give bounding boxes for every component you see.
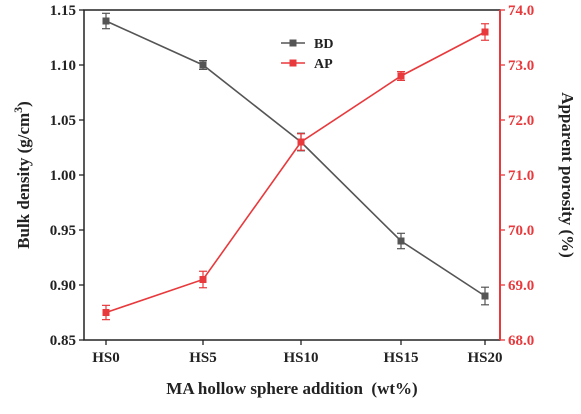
data-point-ap	[102, 309, 110, 316]
data-point-ap	[199, 276, 207, 283]
right-axis: 68.0 69.0 70.0 71.0 72.0 73.0 74.0	[500, 3, 534, 349]
data-point-bd	[397, 237, 405, 245]
left-axis-title-sup: 3	[11, 107, 25, 113]
right-tick-label: 74.0	[508, 3, 534, 19]
x-axis: HS0 HS5 HS10 HS15 HS20	[92, 340, 503, 366]
data-point-bd	[481, 292, 489, 300]
x-axis-title: MA hollow sphere addition (wt%)	[166, 379, 417, 398]
right-tick-label: 73.0	[508, 58, 534, 74]
legend-bd-marker	[289, 39, 297, 47]
left-axis-title-text: Bulk density (g/cm	[14, 113, 33, 249]
data-point-bd	[199, 61, 207, 69]
x-tick-label: HS0	[92, 350, 120, 366]
right-tick-label: 72.0	[508, 113, 534, 129]
series-layer	[102, 12, 489, 321]
x-tick-label: HS5	[189, 350, 217, 366]
left-axis-title: Bulk density (g/cm3)	[11, 101, 33, 249]
left-tick-label: 0.95	[50, 223, 76, 239]
left-tick-label: 1.05	[50, 113, 76, 129]
legend-ap-marker	[289, 59, 297, 67]
right-tick-label: 69.0	[508, 278, 534, 294]
data-point-ap	[481, 28, 489, 36]
data-point-bd	[102, 17, 110, 25]
left-tick-label: 1.00	[50, 168, 76, 184]
x-tick-label: HS15	[383, 350, 418, 366]
legend-bd-label: BD	[314, 37, 333, 52]
right-tick-label: 68.0	[508, 333, 534, 349]
legend: BD AP	[281, 37, 333, 72]
left-tick-label: 0.90	[50, 278, 76, 294]
right-tick-label: 71.0	[508, 168, 534, 184]
left-axis: 0.85 0.90 0.95 1.00 1.05 1.10 1.15	[50, 3, 84, 349]
left-tick-label: 1.15	[50, 3, 76, 19]
right-tick-label: 70.0	[508, 223, 534, 239]
left-axis-title-tail: )	[14, 101, 33, 107]
data-point-ap	[297, 138, 305, 146]
x-tick-label: HS10	[283, 350, 318, 366]
data-point-ap	[397, 72, 405, 80]
right-axis-title: Apparent porosity (%)	[558, 92, 577, 258]
legend-ap-label: AP	[314, 57, 333, 72]
left-tick-label: 1.10	[50, 58, 76, 74]
left-tick-label: 0.85	[50, 333, 76, 349]
x-tick-label: HS20	[467, 350, 502, 366]
series-line-ap	[105, 31, 486, 314]
